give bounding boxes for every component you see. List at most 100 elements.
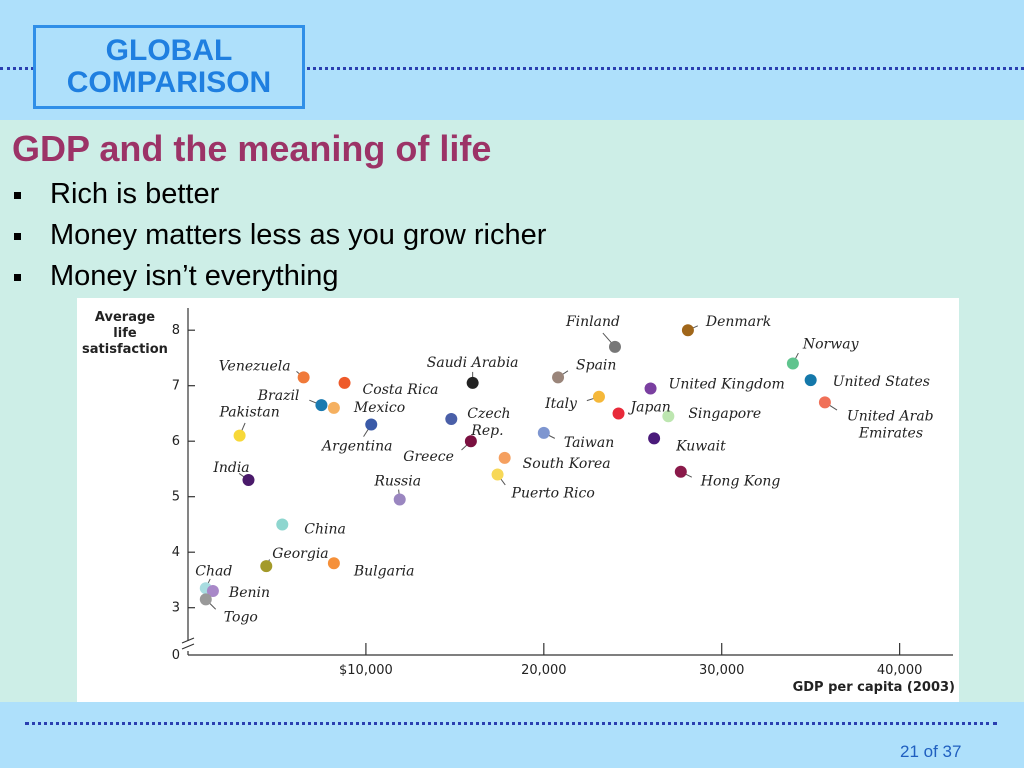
bullet-text: Money isn’t everything: [50, 260, 339, 292]
data-point: [644, 382, 657, 395]
axis-break-mark: [181, 643, 195, 650]
point-label-line: Norway: [802, 337, 860, 353]
point-label: Bulgaria: [353, 563, 415, 579]
point-label-line: Emirates: [858, 425, 923, 441]
badge-line-2: COMPARISON: [66, 66, 272, 99]
y-tick-label: 7: [172, 379, 180, 394]
header-dotted-rule: [0, 67, 1024, 70]
point-label-line: Czech: [467, 406, 510, 422]
point-label-line: China: [304, 521, 346, 537]
data-point: [260, 560, 273, 573]
point-label: Brazil: [257, 388, 300, 404]
y-tick-label: 5: [172, 490, 180, 505]
point-label: South Korea: [523, 456, 611, 472]
point-label-line: Mexico: [353, 400, 405, 416]
point-label: Singapore: [688, 406, 761, 422]
point-label-line: Finland: [565, 314, 620, 330]
point-label: Russia: [373, 473, 421, 489]
y-zero-label: 0: [172, 648, 180, 663]
bullet-icon: [14, 192, 21, 199]
point-label: Puerto Rico: [511, 486, 595, 502]
point-label: Argentina: [320, 439, 393, 455]
point-label: Taiwan: [564, 435, 614, 451]
data-point: [466, 376, 479, 389]
data-point: [464, 435, 477, 448]
point-label-line: Chad: [195, 563, 232, 579]
point-label: Norway: [802, 337, 860, 353]
bullet-text: Money matters less as you grow richer: [50, 219, 547, 251]
point-label-line: Pakistan: [218, 405, 279, 421]
y-tick-label: 3: [172, 601, 180, 616]
point-label: Spain: [576, 357, 616, 373]
point-label: Italy: [544, 396, 578, 412]
data-point: [233, 429, 246, 442]
point-label: Pakistan: [218, 405, 279, 421]
bullet-item: Money isn’t everything: [12, 256, 546, 297]
bullet-item: Rich is better: [12, 174, 546, 215]
bullet-text: Rich is better: [50, 178, 220, 210]
chart-svg: 3 4 5 6 7 8 0 $10,000 20,000 30,000 40,000 Average l…: [82, 308, 955, 695]
point-label: Togo: [224, 609, 258, 625]
data-point: [338, 376, 351, 389]
data-points: [199, 324, 831, 606]
data-point: [315, 399, 328, 412]
point-label-line: Greece: [403, 449, 454, 465]
axes: 3 4 5 6 7 8 0 $10,000 20,000 30,000 40,000 Average l…: [82, 308, 955, 695]
point-label-line: United Kingdom: [669, 376, 785, 392]
page-number: 21 of 37: [900, 742, 962, 761]
point-label-line: Denmark: [705, 314, 771, 330]
point-label: Greece: [403, 449, 454, 465]
data-point: [393, 493, 406, 506]
point-label: United Arab Emirates: [847, 408, 934, 441]
data-point: [608, 340, 621, 353]
point-label: Czech Rep.: [467, 406, 510, 439]
y-axis-title-line: satisfaction: [82, 342, 168, 357]
leader-lines: [205, 325, 838, 610]
bullet-icon: [14, 233, 21, 240]
point-label-line: Benin: [228, 585, 270, 601]
point-label: Chad: [195, 563, 232, 579]
point-label: Finland: [565, 314, 620, 330]
data-point: [297, 371, 310, 384]
point-label-line: Georgia: [272, 546, 328, 562]
point-label-line: Taiwan: [564, 435, 614, 451]
data-point: [612, 407, 625, 420]
point-label-line: Brazil: [257, 388, 300, 404]
y-tick-label: 8: [172, 323, 180, 338]
point-label-line: Costa Rica: [363, 382, 439, 398]
point-label: Kuwait: [675, 438, 726, 454]
data-point: [681, 324, 694, 337]
data-point: [786, 357, 799, 370]
data-point: [327, 557, 340, 570]
y-axis-title: Average life satisfaction: [82, 310, 168, 357]
point-label: Benin: [228, 585, 270, 601]
data-point: [199, 593, 212, 606]
point-label-line: Japan: [628, 399, 671, 415]
data-point: [327, 401, 340, 414]
data-point: [648, 432, 661, 445]
slide-title: GDP and the meaning of life: [12, 128, 492, 169]
point-label: United States: [833, 374, 930, 390]
point-label: Costa Rica: [363, 382, 439, 398]
x-tick-label: $10,000: [339, 663, 393, 678]
y-tick-label: 4: [172, 545, 180, 560]
axis-break-mark: [181, 637, 195, 644]
point-label-line: Venezuela: [219, 358, 291, 374]
point-label: Hong Kong: [700, 474, 781, 490]
x-axis-title: GDP per capita (2003): [793, 680, 955, 695]
data-point: [276, 518, 289, 531]
y-axis-title-line: life: [113, 326, 137, 341]
point-label-line: Rep.: [470, 423, 503, 439]
data-point: [537, 426, 550, 439]
point-label-line: Singapore: [688, 406, 761, 422]
point-label-line: Bulgaria: [353, 563, 415, 579]
point-label-line: South Korea: [523, 456, 611, 472]
point-label-line: United Arab: [847, 408, 934, 424]
bullet-item: Money matters less as you grow richer: [12, 215, 546, 256]
point-label-line: Italy: [544, 396, 578, 412]
data-point: [804, 374, 817, 387]
y-tick-label: 6: [172, 434, 180, 449]
data-point: [242, 474, 255, 487]
point-label-line: Puerto Rico: [511, 486, 595, 502]
footer-dotted-rule: [25, 722, 997, 725]
